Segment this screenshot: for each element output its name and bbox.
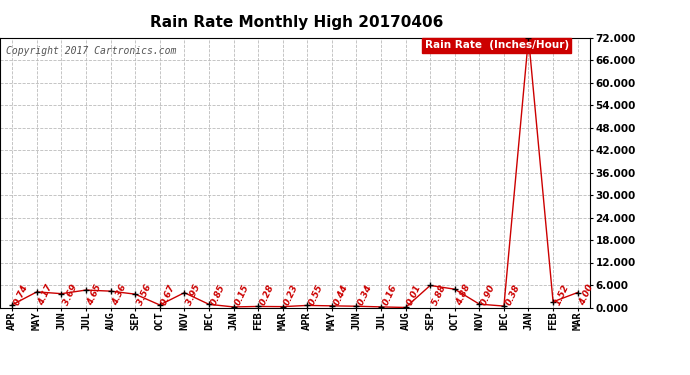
Text: 4.00: 4.00 [578, 282, 595, 306]
Text: 0.23: 0.23 [283, 282, 300, 306]
Text: 0.01: 0.01 [406, 282, 423, 306]
Text: 0.38: 0.38 [504, 282, 522, 306]
Text: Rain Rate  (Inches/Hour): Rain Rate (Inches/Hour) [425, 40, 569, 50]
Text: 4.88: 4.88 [455, 282, 472, 306]
Text: 4.17: 4.17 [37, 282, 55, 306]
Text: 0.55: 0.55 [307, 282, 325, 306]
Text: 0.74: 0.74 [12, 282, 30, 306]
Text: 1.52: 1.52 [553, 282, 571, 306]
Text: 0.90: 0.90 [480, 282, 497, 306]
Text: 0.34: 0.34 [357, 282, 374, 306]
Text: 0.15: 0.15 [233, 282, 251, 306]
Text: 4.36: 4.36 [110, 282, 128, 306]
Text: 3.56: 3.56 [135, 282, 152, 306]
Text: 5.88: 5.88 [430, 282, 448, 306]
Text: 3.69: 3.69 [61, 282, 79, 306]
Text: 0.16: 0.16 [381, 282, 399, 306]
Text: 0.28: 0.28 [258, 282, 275, 306]
Text: 0.44: 0.44 [332, 282, 349, 306]
Text: Copyright 2017 Cartronics.com: Copyright 2017 Cartronics.com [6, 46, 176, 56]
Text: 4.65: 4.65 [86, 282, 104, 306]
Text: Rain Rate Monthly High 20170406: Rain Rate Monthly High 20170406 [150, 15, 444, 30]
Text: 3.95: 3.95 [184, 282, 202, 306]
Text: 0.67: 0.67 [160, 282, 177, 306]
Text: 0.85: 0.85 [209, 282, 226, 306]
